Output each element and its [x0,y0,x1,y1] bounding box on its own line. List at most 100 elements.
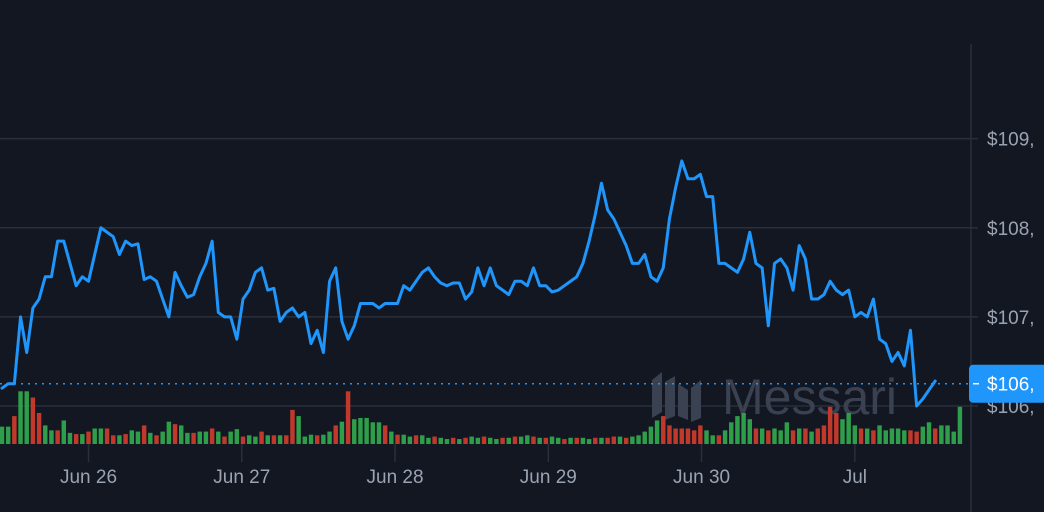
volume-bar [376,422,382,444]
volume-bar [5,426,11,444]
volume-bar [123,434,128,444]
volume-bar [253,436,258,444]
volume-bar [636,435,641,444]
y-tick-label: $109, [987,130,1035,151]
volume-bar [593,437,598,444]
volume-bar [314,435,320,444]
volume-bar [475,437,481,444]
y-tick-label: $107, [987,308,1035,329]
y-tick-label: $108, [987,219,1035,240]
volume-bar [673,428,678,444]
volume-bar [296,416,301,444]
x-tick-label: Jun 29 [520,467,577,488]
volume-bar [827,406,833,444]
volume-bar [179,425,184,444]
volume-bar [679,428,685,444]
volume-bar [630,436,635,444]
volume-bar [957,406,963,444]
volume-bar [815,428,820,444]
volume-bar [209,428,215,444]
volume-bar [129,430,135,444]
x-tick-label: Jun 30 [673,467,730,488]
volume-bar [420,435,425,444]
volume-bar [932,428,938,444]
volume-bar [407,436,413,444]
volume-bar [525,435,530,444]
volume-bar [426,437,431,444]
volume-bar [580,437,586,444]
volume-bar [321,434,326,444]
x-tick-label: Jul [843,467,867,488]
volume-bar [803,428,808,444]
volume-bar [895,428,901,444]
volume-bar [86,431,91,444]
volume-bar [809,431,814,444]
volume-bar [345,391,351,444]
volume-bar [494,439,499,444]
messari-wordmark: Messari [722,369,897,425]
volume-bar [939,425,944,444]
volume-bar [67,432,73,444]
volume-bar [160,431,165,444]
volume-bar [382,425,388,444]
volume-bar [401,434,406,444]
volume-bar [858,428,864,444]
volume-bar [623,437,629,444]
volume-bar [741,413,746,444]
volume-bar [36,413,42,444]
volume-bar [457,439,462,444]
volume-bar [228,431,233,444]
volume-bar [444,439,450,444]
volume-bar [735,416,740,444]
volume-bar [797,428,802,444]
volume-bar [30,397,36,444]
volume-bar [55,430,60,444]
volume-bar [49,430,54,444]
volume-bar [729,422,734,444]
volume-bar [512,436,518,444]
volume-bar [586,439,592,444]
messari-watermark: Messari [652,369,897,425]
volume-bar [327,431,332,444]
volume-bar [871,430,876,444]
volume-bar [778,430,783,444]
volume-bar [864,428,870,444]
volume-bar [562,439,567,444]
volume-bar [18,391,23,444]
volume-bar [339,421,345,444]
volume-bar [308,434,314,444]
volume-bar [846,413,851,444]
volume-bar [722,430,728,444]
price-series [0,159,937,408]
volume-bar [197,431,202,444]
volume-bar [413,435,419,444]
volume-bar [531,436,536,444]
volume-bar [24,391,29,444]
volume-bar [759,428,765,444]
volume-bar [277,435,283,444]
volume-bar [926,422,932,444]
volume-bar [73,434,79,444]
volume-bar [92,428,97,444]
x-tick-label: Jun 27 [213,467,270,488]
volume-bar [0,426,5,444]
volume-bar [766,430,771,444]
volume-bar [469,436,474,444]
volume-bar [877,425,882,444]
volume-bar [463,437,468,444]
volume-bar [834,413,839,444]
volume-bar [889,428,895,444]
volume-bar [914,431,919,444]
volume-bar [611,436,617,444]
volume-bar [450,437,456,444]
volume-bar [549,436,555,444]
volume-bar [333,425,338,444]
volume-bar [840,419,845,444]
volume-bar [568,437,573,444]
volume-bar [716,435,722,444]
volume-bar [617,436,623,444]
volume-bar [902,430,907,444]
volume-bar [599,437,604,444]
volume-bar [710,435,715,444]
current-price-badge-bg [969,364,1044,403]
